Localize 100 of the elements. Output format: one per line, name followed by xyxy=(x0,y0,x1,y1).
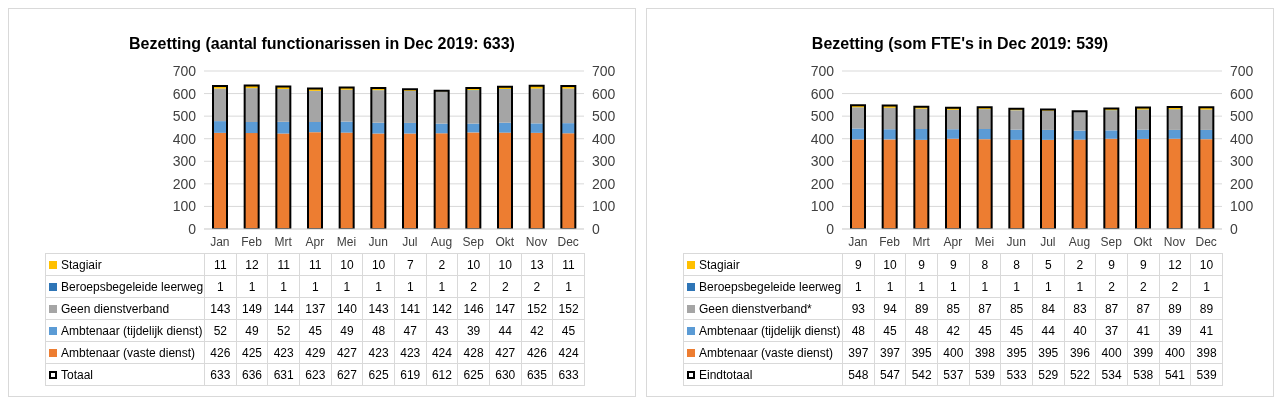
data-label: 397 xyxy=(874,341,906,364)
data-label: 619 xyxy=(394,363,427,386)
data-label: 522 xyxy=(1064,363,1096,386)
x-tick-label: Dec xyxy=(557,234,579,249)
data-label: 400 xyxy=(937,341,970,364)
data-label: 48 xyxy=(362,319,395,342)
y-tick-label: 700 xyxy=(810,62,835,79)
x-tick-label: Mrt xyxy=(912,234,931,249)
data-label: 10 xyxy=(1190,253,1223,276)
x-tick-label: Nov xyxy=(1163,234,1186,249)
data-label: 1 xyxy=(1064,275,1096,298)
x-tick-label: Jun xyxy=(1006,234,1026,249)
x-tick-label: Jul xyxy=(1040,234,1056,249)
data-label: 1 xyxy=(1032,275,1065,298)
data-label: 400 xyxy=(1159,341,1191,364)
data-label: 45 xyxy=(969,319,1001,342)
data-label: 49 xyxy=(236,319,268,342)
y2-tick-label: 100 xyxy=(1230,198,1254,215)
data-label: 1 xyxy=(842,275,875,298)
data-label: 541 xyxy=(1159,363,1191,386)
data-label: 533 xyxy=(1000,363,1033,386)
data-label: 146 xyxy=(457,297,490,320)
data-label: 398 xyxy=(969,341,1001,364)
y-tick-label: 100 xyxy=(810,198,835,215)
data-label: 429 xyxy=(299,341,332,364)
data-label: 395 xyxy=(1032,341,1065,364)
chart-title: Bezetting (som FTE's in Dec 2019: 539) xyxy=(810,35,1110,54)
data-label: 633 xyxy=(204,363,237,386)
data-label: 1 xyxy=(937,275,970,298)
data-label: 1 xyxy=(1190,275,1223,298)
data-label: 427 xyxy=(331,341,363,364)
y-tick-label: 300 xyxy=(810,153,835,170)
data-label: 11 xyxy=(267,253,300,276)
data-label: 85 xyxy=(937,297,970,320)
y-tick-label: 600 xyxy=(172,85,197,102)
data-label: 89 xyxy=(1190,297,1223,320)
data-label: 8 xyxy=(969,253,1001,276)
legend-label: Ambtenaar (tijdelijk dienst) xyxy=(699,323,841,338)
data-label: 1 xyxy=(299,275,332,298)
data-label: 11 xyxy=(299,253,332,276)
x-tick-label: Aug xyxy=(430,234,453,249)
y-tick-label: 400 xyxy=(172,130,197,147)
data-label: 1 xyxy=(874,275,906,298)
data-label: 87 xyxy=(1095,297,1128,320)
legend-label: Totaal xyxy=(61,367,94,382)
data-label: 10 xyxy=(489,253,522,276)
legend-label: Ambtenaar (vaste dienst) xyxy=(699,345,834,360)
data-label: 44 xyxy=(489,319,522,342)
data-label: 144 xyxy=(267,297,300,320)
x-tick-label: Mei xyxy=(336,234,357,249)
data-label: 2 xyxy=(457,275,490,298)
data-label: 2 xyxy=(1127,275,1160,298)
data-label: 49 xyxy=(331,319,363,342)
legend-label: Geen dienstverband* xyxy=(699,301,812,316)
x-tick-label: Okt xyxy=(495,234,515,249)
data-label: 89 xyxy=(905,297,938,320)
data-label: 48 xyxy=(905,319,938,342)
data-label: 424 xyxy=(552,341,585,364)
data-label: 45 xyxy=(874,319,906,342)
data-label: 143 xyxy=(362,297,395,320)
data-label: 149 xyxy=(236,297,268,320)
data-label: 9 xyxy=(1127,253,1160,276)
y2-tick-label: 600 xyxy=(1230,85,1254,102)
y-tick-label: 0 xyxy=(826,220,835,237)
data-label: 1 xyxy=(204,275,237,298)
data-label: 83 xyxy=(1064,297,1096,320)
data-label: 12 xyxy=(236,253,268,276)
data-label: 397 xyxy=(842,341,875,364)
y2-tick-label: 400 xyxy=(1230,130,1254,147)
y-tick-label: 200 xyxy=(172,175,197,192)
y2-tick-label: 0 xyxy=(592,220,600,237)
data-label: 12 xyxy=(1159,253,1191,276)
y-tick-label: 0 xyxy=(188,220,197,237)
legend-label: Stagiair xyxy=(699,257,740,272)
data-label: 48 xyxy=(842,319,875,342)
data-label: 542 xyxy=(905,363,938,386)
data-label: 45 xyxy=(552,319,585,342)
data-label: 45 xyxy=(299,319,332,342)
data-label: 143 xyxy=(204,297,237,320)
data-label: 2 xyxy=(489,275,522,298)
data-label: 141 xyxy=(394,297,427,320)
data-label: 13 xyxy=(521,253,553,276)
data-label: 40 xyxy=(1064,319,1096,342)
data-label: 395 xyxy=(905,341,938,364)
data-label: 9 xyxy=(1095,253,1128,276)
data-label: 425 xyxy=(236,341,268,364)
y-tick-label: 600 xyxy=(810,85,835,102)
data-label: 45 xyxy=(1000,319,1033,342)
y-tick-label: 500 xyxy=(810,108,835,125)
data-label: 5 xyxy=(1032,253,1065,276)
data-label: 426 xyxy=(204,341,237,364)
data-label: 399 xyxy=(1127,341,1160,364)
x-tick-label: Apr xyxy=(943,234,963,249)
legend-label: Beroepsbegeleide leerweg xyxy=(61,279,204,294)
data-label: 52 xyxy=(204,319,237,342)
y2-tick-label: 400 xyxy=(592,130,616,147)
y2-tick-label: 500 xyxy=(592,108,616,125)
x-tick-label: Sep xyxy=(462,234,485,249)
data-label: 534 xyxy=(1095,363,1128,386)
data-label: 627 xyxy=(331,363,363,386)
